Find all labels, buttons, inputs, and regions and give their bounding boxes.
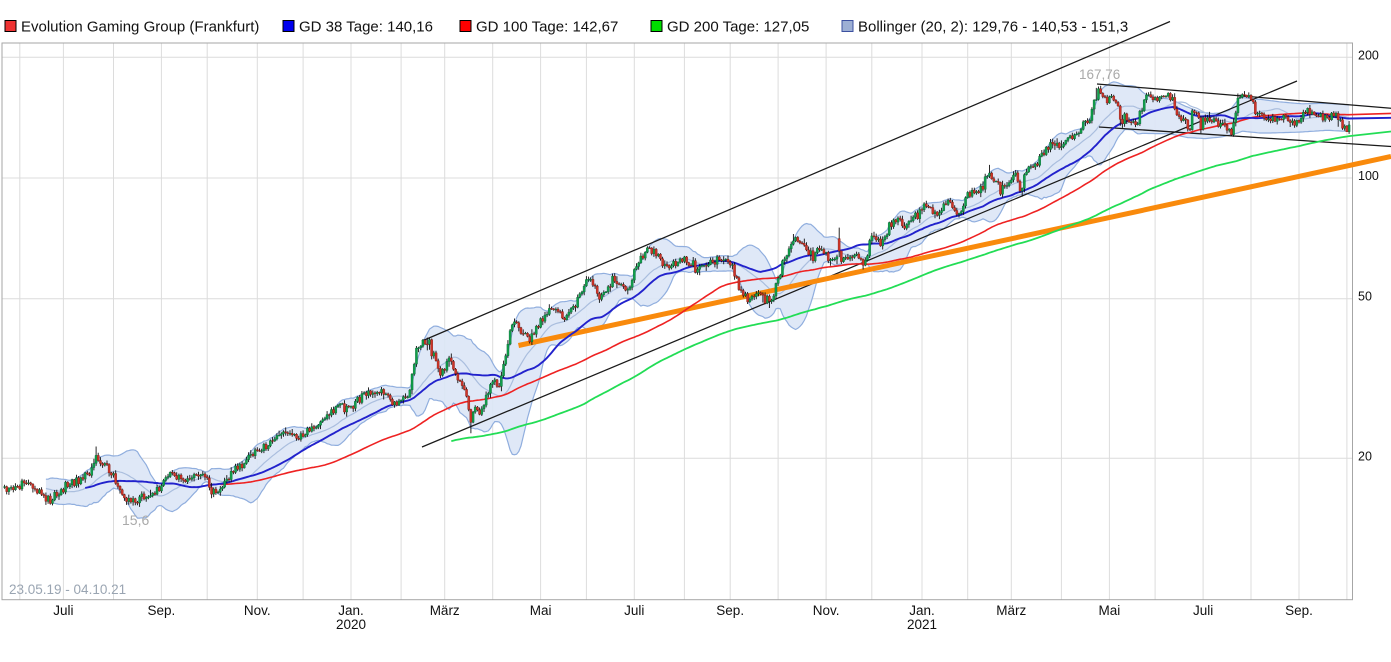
- svg-text:Nov.: Nov.: [813, 603, 840, 618]
- svg-text:15,6: 15,6: [122, 512, 149, 528]
- svg-text:GD 100 Tage: 142,67: GD 100 Tage: 142,67: [476, 19, 618, 36]
- svg-text:Juli: Juli: [1193, 603, 1213, 618]
- svg-text:Evolution Gaming Group (Frankf: Evolution Gaming Group (Frankfurt): [21, 19, 259, 36]
- svg-text:März: März: [430, 603, 460, 618]
- svg-text:Jan.: Jan.: [338, 603, 364, 618]
- svg-text:167,76: 167,76: [1079, 67, 1120, 82]
- svg-text:100: 100: [1358, 169, 1379, 183]
- svg-text:2020: 2020: [336, 617, 366, 632]
- svg-text:GD 38 Tage: 140,16: GD 38 Tage: 140,16: [299, 19, 433, 36]
- svg-text:Jan.: Jan.: [909, 603, 935, 618]
- svg-text:50: 50: [1358, 290, 1372, 304]
- svg-text:GD 200 Tage: 127,05: GD 200 Tage: 127,05: [667, 19, 809, 36]
- svg-text:Mai: Mai: [1099, 603, 1121, 618]
- svg-text:Bollinger (20, 2): 129,76 - 14: Bollinger (20, 2): 129,76 - 140,53 - 151…: [858, 19, 1128, 36]
- svg-text:Sep.: Sep.: [1285, 603, 1313, 618]
- svg-text:23.05.19 - 04.10.21: 23.05.19 - 04.10.21: [9, 582, 126, 597]
- svg-text:Sep.: Sep.: [148, 603, 176, 618]
- svg-text:Juli: Juli: [624, 603, 644, 618]
- svg-text:Nov.: Nov.: [244, 603, 271, 618]
- svg-text:März: März: [996, 603, 1026, 618]
- svg-text:20: 20: [1358, 449, 1372, 463]
- svg-text:Mai: Mai: [530, 603, 552, 618]
- svg-text:2021: 2021: [907, 617, 937, 632]
- svg-text:Juli: Juli: [53, 603, 73, 618]
- svg-text:Sep.: Sep.: [716, 603, 744, 618]
- svg-text:200: 200: [1358, 48, 1379, 62]
